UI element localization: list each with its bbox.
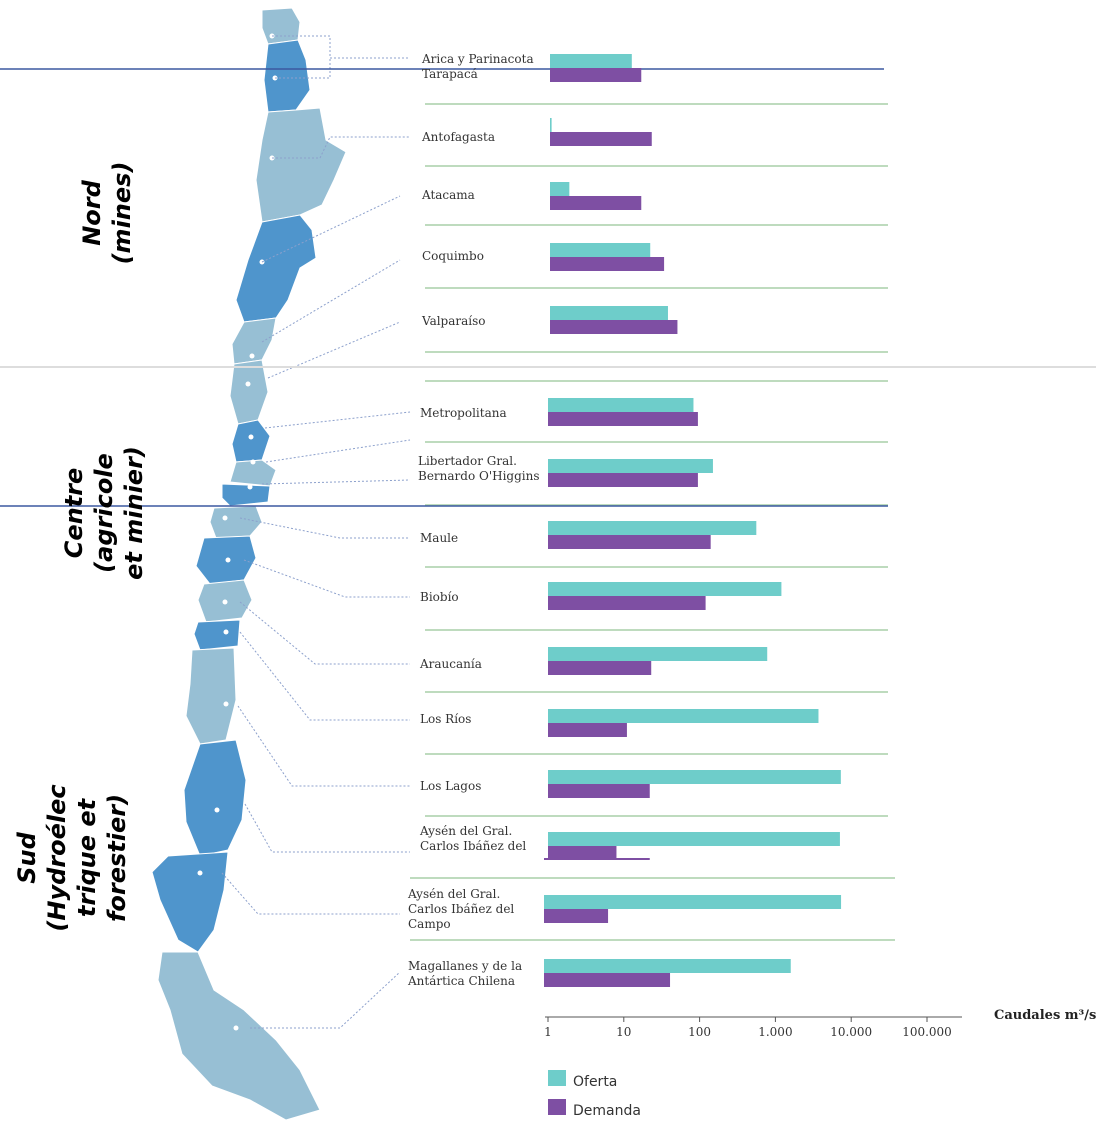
x-tick-label-2: 100 <box>688 1025 711 1039</box>
svg-text:trique et: trique et <box>73 797 101 917</box>
region-label-0-0: Arica y Parinacota <box>421 52 534 66</box>
leader-lines <box>221 35 411 1029</box>
region-label-6-0: Libertador Gral. <box>418 454 517 468</box>
bar-demanda-6 <box>548 473 698 487</box>
map-region-ohiggins <box>229 459 277 487</box>
bar-demanda-13 <box>544 909 609 923</box>
extra-marks <box>544 858 650 860</box>
x-tick-label-1: 10 <box>616 1025 631 1039</box>
bar-oferta-8 <box>548 582 782 596</box>
region-label-10-0: Los Ríos <box>420 712 471 726</box>
map-region-nuble <box>209 505 263 539</box>
bar-demanda-4 <box>550 320 678 334</box>
svg-text:(Hydroélec: (Hydroélec <box>43 784 71 931</box>
region-label-13-2: Campo <box>408 917 451 931</box>
bar-demanda-12 <box>548 846 617 860</box>
bar-demanda-8 <box>548 596 706 610</box>
bar-oferta-1 <box>550 118 552 132</box>
svg-text:et minier): et minier) <box>120 446 148 580</box>
row-separators <box>410 103 895 941</box>
bar-demanda-10 <box>548 723 627 737</box>
bar-oferta-11 <box>548 770 841 784</box>
svg-text:forestier): forestier) <box>103 794 131 922</box>
bar-demanda-5 <box>548 412 698 426</box>
bar-oferta-4 <box>550 306 668 320</box>
map-region-metropolitana <box>231 419 271 463</box>
bar-demanda-2 <box>550 196 642 210</box>
map-region-tarapaca <box>263 39 311 113</box>
map-region-antofagasta <box>255 107 347 223</box>
x-tick-label-0: 1 <box>544 1025 552 1039</box>
chile-map <box>151 7 347 1121</box>
legend-swatch-oferta <box>548 1070 566 1086</box>
x-axis-title: Caudales m³/s <box>994 1008 1096 1023</box>
x-tick-label-5: 100.000 <box>902 1025 952 1039</box>
bar-demanda-11 <box>548 784 650 798</box>
bar-demanda-1 <box>550 132 652 146</box>
x-axis: 1 10 100 1.000 10.000 100.000 <box>544 1016 962 1039</box>
region-label-13-1: Carlos Ibáñez del <box>408 902 514 916</box>
region-label-5-0: Metropolitana <box>420 406 507 420</box>
bar-oferta-7 <box>548 521 757 535</box>
bar-demanda-thin-aysen <box>544 858 650 860</box>
region-label-0-1: Tarapacá <box>422 67 478 81</box>
region-label-14-1: Antártica Chilena <box>407 974 515 988</box>
region-label-12-0: Aysén del Gral. <box>419 824 512 838</box>
zone-annotation-sud: Sud (Hydroélec trique et forestier) <box>13 784 131 931</box>
region-label-6-1: Bernardo O'Higgins <box>418 469 540 483</box>
bar-demanda-3 <box>550 257 665 271</box>
bar-oferta-10 <box>548 709 819 723</box>
bar-oferta-2 <box>550 182 570 196</box>
x-tick-label-4: 10.000 <box>830 1025 872 1039</box>
legend: Oferta Demanda <box>548 1070 641 1119</box>
legend-label-demanda: Demanda <box>573 1103 641 1119</box>
region-label-7-0: Maule <box>420 531 458 545</box>
map-region-maule <box>221 483 271 507</box>
region-label-8-0: Biobío <box>420 590 459 604</box>
bar-oferta-3 <box>550 243 651 257</box>
map-region-losrios <box>193 619 241 651</box>
bar-oferta-6 <box>548 459 713 473</box>
bar-oferta-13 <box>544 895 842 909</box>
svg-text:Sud: Sud <box>13 831 41 883</box>
region-label-12-1: Carlos Ibáñez del <box>420 839 526 853</box>
map-region-atacama <box>235 214 317 323</box>
bar-oferta-0 <box>550 54 632 68</box>
legend-label-oferta: Oferta <box>573 1074 617 1090</box>
svg-text:Centre: Centre <box>60 468 88 559</box>
region-label-14-0: Magallanes y de la <box>408 959 522 973</box>
region-label-2-0: Atacama <box>421 188 475 202</box>
bar-oferta-5 <box>548 398 694 412</box>
map-region-arica <box>261 7 301 45</box>
region-label-1-0: Antofagasta <box>421 130 495 144</box>
region-label-11-0: Los Lagos <box>420 779 481 793</box>
region-label-9-0: Araucanía <box>419 657 482 671</box>
bar-oferta-12 <box>548 832 840 846</box>
legend-swatch-demanda <box>548 1099 566 1115</box>
bar-oferta-9 <box>548 647 768 661</box>
zone-annotation-centre: Centre (agricole et minier) <box>60 446 148 580</box>
map-region-aysen-north <box>183 739 247 857</box>
region-label-13-0: Aysén del Gral. <box>407 887 500 901</box>
bar-demanda-7 <box>548 535 711 549</box>
zone-annotation-nord: Nord (mines) <box>78 162 136 265</box>
map-region-aysen-south <box>151 851 229 953</box>
bar-demanda-0 <box>550 68 642 82</box>
svg-text:(mines): (mines) <box>108 162 136 265</box>
x-tick-label-3: 1.000 <box>758 1025 792 1039</box>
bars <box>544 54 842 987</box>
svg-text:Nord: Nord <box>78 179 106 245</box>
region-label-4-0: Valparaíso <box>421 314 486 328</box>
svg-text:(agricole: (agricole <box>90 453 118 573</box>
map-region-loslagos <box>185 647 237 745</box>
map-region-valparaiso <box>229 359 269 425</box>
bar-demanda-14 <box>544 973 671 987</box>
bar-demanda-9 <box>548 661 652 675</box>
map-region-magallanes <box>157 951 321 1121</box>
bar-oferta-14 <box>544 959 791 973</box>
region-label-3-0: Coquimbo <box>422 249 484 263</box>
